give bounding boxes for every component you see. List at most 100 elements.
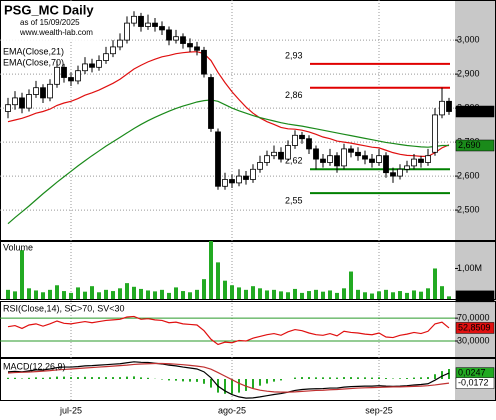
volume-bar [76,287,80,299]
candle-body [257,162,263,170]
volume-bar [398,291,402,299]
histogram-bar [196,379,198,382]
volume-bar [125,283,129,299]
candle-body [145,22,151,27]
panel-title: RSI(Close,14), SC>70, SV<30 [3,303,125,313]
candle-body [327,155,333,163]
candle-body [432,114,438,153]
histogram-bar [441,371,443,379]
histogram-bar [84,376,86,379]
candle-body [313,148,319,160]
volume-bar [188,292,192,299]
y-tick-label: 2,900 [457,68,480,78]
series-line [7,315,450,346]
volume-bar [195,289,199,299]
y-tick-label: 2,600 [457,170,480,180]
level-label: 2,93 [285,50,303,60]
volume-bar [83,291,87,299]
histogram-bar [252,379,254,389]
volume-bar [321,291,325,299]
series-line [7,361,450,399]
y-tick-label: 70,0000 [457,313,490,323]
candle-body [89,63,95,68]
candle-body [208,77,214,129]
volume-bar [41,292,45,299]
histogram-bar [182,379,184,382]
histogram-bar [385,378,387,379]
histogram-bar [35,377,37,379]
histogram-bar [28,377,30,379]
histogram-bar [427,377,429,379]
candle-body [12,97,18,106]
candle-body [299,134,305,140]
candle-body [362,155,368,160]
y-tick-label: 3,000 [457,34,480,44]
volume-bar [202,279,206,299]
histogram-bar [105,377,107,379]
candle-body [194,46,200,51]
volume-bar [447,296,451,299]
candle-body [341,148,347,167]
volume-bar [104,289,108,299]
volume-bar [314,289,318,299]
legend-entry: EMA(Close,21) [3,46,64,56]
last-value-label-box [455,322,495,334]
histogram-bar [343,377,345,379]
candle-body [82,63,88,72]
candle-body [75,70,81,82]
volume-bar [279,291,283,299]
volume-bar [230,285,234,299]
volume-bar [363,292,367,299]
histogram-bar [378,377,380,379]
histogram-bar [119,377,121,379]
candle-body [320,158,326,163]
histogram-bar [231,379,233,394]
candle-body [159,26,165,31]
volume-bar [293,288,297,299]
volume-bar [55,285,59,299]
candle-body [306,138,312,150]
histogram-bar [126,376,128,379]
histogram-bar [77,377,79,379]
histogram-bar [406,378,408,379]
volume-bar [48,289,52,299]
histogram-bar [294,377,296,379]
level-label: 2,86 [285,90,303,100]
candle-body [250,168,256,180]
volume-bar [139,288,143,299]
volume-bar [272,289,276,299]
candle-body [152,22,158,27]
last-value-label-box [455,139,495,152]
volume-bar [258,288,262,299]
candle-body [285,145,291,160]
candle-body [271,151,277,157]
histogram-bar [399,378,401,379]
last-volume-label: 86.648 [458,291,486,301]
volume-bar [174,287,178,299]
histogram-bar [42,377,44,379]
histogram-bar [224,379,226,394]
candle-body [369,158,375,163]
candle-body [117,39,123,48]
panel-title: MACD(12,26,9) [3,361,66,371]
volume-bar [69,292,73,299]
volume-bar [6,289,10,299]
candle-body [47,83,53,99]
chart-subtitle: as of 15/09/2025 [20,18,80,27]
histogram-bar [91,377,93,379]
last-price-label-box [455,105,495,118]
volume-bar [34,290,38,299]
volume-bar [356,289,360,299]
volume-bar [328,290,332,299]
candle-body [376,155,382,163]
title-box [1,1,101,41]
histogram-bar [301,377,303,379]
x-tick-label: ago-25 [218,405,246,415]
histogram-bar [238,379,240,393]
histogram-bar [371,377,373,379]
series-line [7,51,450,157]
volume-bar [216,262,220,299]
candle-body [96,60,102,68]
x-tick-label: jul-25 [59,405,82,415]
